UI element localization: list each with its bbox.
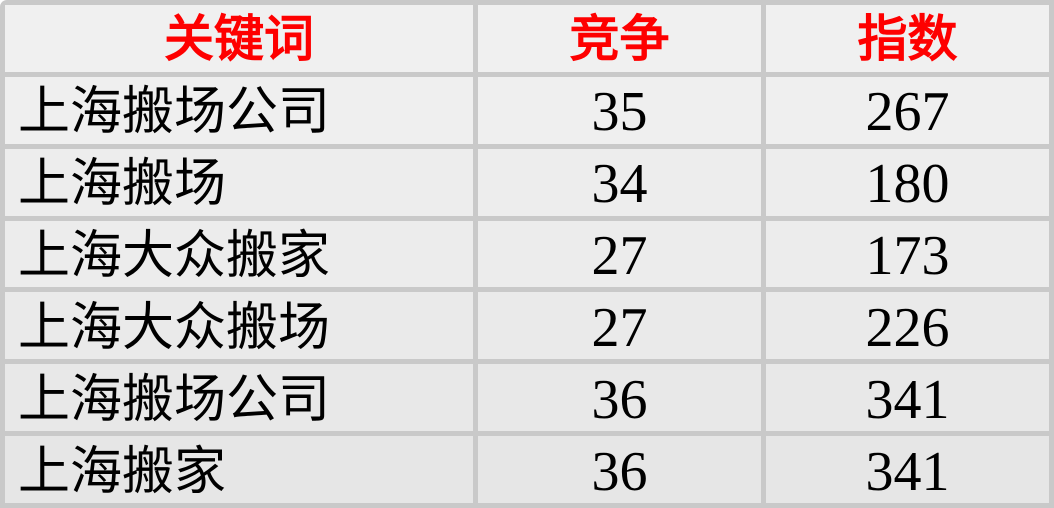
- keyword-cell: 上海搬场公司: [5, 76, 473, 144]
- table-row: 上海搬场公司 36 341: [5, 364, 1049, 432]
- table-row: 上海搬家 36 341: [5, 436, 1049, 504]
- index-cell: 180: [766, 148, 1049, 216]
- table-row: 上海搬场公司 35 267: [5, 76, 1049, 144]
- keyword-cell: 上海大众搬家: [5, 220, 473, 288]
- index-cell: 341: [766, 364, 1049, 432]
- keyword-cell: 上海搬场公司: [5, 364, 473, 432]
- column-header-index: 指数: [766, 5, 1049, 72]
- table-row: 上海搬场 34 180: [5, 148, 1049, 216]
- index-cell: 173: [766, 220, 1049, 288]
- competition-cell: 36: [478, 364, 761, 432]
- index-cell: 341: [766, 436, 1049, 504]
- column-header-competition: 竞争: [478, 5, 761, 72]
- competition-cell: 34: [478, 148, 761, 216]
- competition-cell: 36: [478, 436, 761, 504]
- table-row: 上海大众搬家 27 173: [5, 220, 1049, 288]
- keyword-cell: 上海搬场: [5, 148, 473, 216]
- competition-cell: 27: [478, 292, 761, 360]
- keyword-cell: 上海大众搬场: [5, 292, 473, 360]
- table-header-row: 关键词 竞争 指数: [5, 5, 1049, 72]
- index-cell: 267: [766, 76, 1049, 144]
- table-row: 上海大众搬场 27 226: [5, 292, 1049, 360]
- column-header-keyword: 关键词: [5, 5, 473, 72]
- competition-cell: 27: [478, 220, 761, 288]
- keyword-cell: 上海搬家: [5, 436, 473, 504]
- index-cell: 226: [766, 292, 1049, 360]
- competition-cell: 35: [478, 76, 761, 144]
